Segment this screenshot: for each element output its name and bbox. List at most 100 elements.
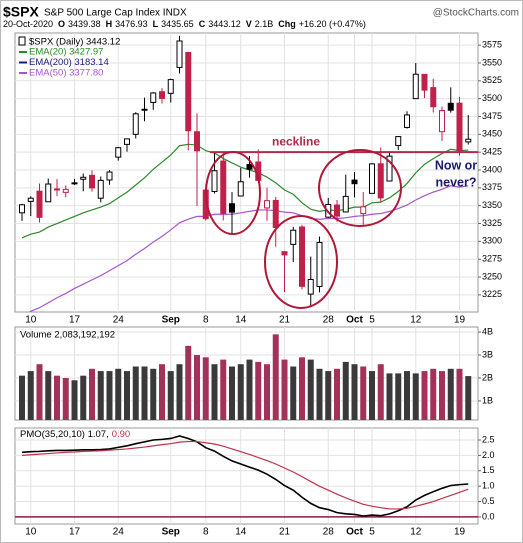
y-tick-label: 1B (482, 395, 493, 405)
candle-body (89, 174, 95, 189)
candle-body (237, 181, 244, 197)
candle-body (456, 102, 463, 152)
circle (205, 151, 261, 235)
y-tick-label: 3325 (482, 218, 502, 228)
y-tick-label: 3425 (482, 147, 502, 157)
candle-body (167, 79, 174, 94)
y-tick-label: 3250 (482, 271, 502, 281)
y-tick-label: 3375 (482, 182, 502, 192)
candle-body (360, 206, 367, 215)
x-tick-label: 12 (410, 315, 422, 326)
volume-bar (106, 371, 113, 420)
volume-bar (71, 380, 78, 420)
candle-body (159, 91, 165, 99)
volume-bar (272, 334, 279, 420)
quote-value: +16.20 (+0.47%) (299, 19, 366, 29)
y-tick-label: 3300 (482, 236, 502, 246)
candle-body (45, 183, 52, 203)
volume-bar (237, 364, 244, 420)
volume-bar (395, 373, 402, 420)
candle-body (316, 241, 323, 288)
candle-body (71, 182, 78, 185)
volume-bar (307, 359, 314, 420)
volume-bar (124, 371, 130, 420)
line (21, 435, 469, 517)
y-tick-label: 3275 (482, 254, 502, 264)
y-tick-label: 2.5 (482, 434, 495, 444)
neckline-label: neckline (272, 134, 320, 148)
volume-bar (62, 377, 69, 420)
volume-bar (202, 357, 209, 420)
symbol: $SPX (3, 4, 39, 20)
candle-body (211, 170, 218, 193)
volume-bar (325, 371, 332, 420)
date: 20-Oct-2020 (3, 19, 53, 29)
y-tick-label: 0.5 (482, 496, 495, 506)
candle-body (299, 226, 305, 287)
volume-bar (185, 345, 192, 420)
candle-body (220, 160, 227, 214)
volume-bar (255, 361, 262, 420)
candle-body (421, 73, 428, 91)
volume-bar (360, 366, 367, 420)
candle-body (377, 163, 384, 199)
x-tick-label: Sep (162, 527, 180, 538)
quote-value: 3476.93 (115, 19, 148, 29)
volume-bar (342, 361, 349, 420)
volume-bar (54, 375, 60, 420)
candle-body (439, 110, 445, 133)
candle-body (351, 179, 358, 185)
x-tick-label: 8 (203, 527, 209, 538)
candle-body (132, 113, 139, 135)
volume-bar (115, 368, 122, 420)
volume-bar (456, 368, 463, 420)
y-tick-label: 3400 (482, 164, 502, 174)
volume-layer: 1B 2B 3B 4B Volume 2,083,192,192 (15, 326, 493, 420)
y-tick-label: 3350 (482, 200, 502, 210)
legend-label: EMA(50) 3377.80 (29, 68, 103, 79)
y-tick-label: 3525 (482, 75, 502, 85)
x-tick-label: 14 (235, 527, 247, 538)
volume-bar (465, 376, 472, 420)
candle-body (430, 87, 437, 108)
pmo-layer: 0.0 0.5 1.0 1.5 2.0 2.5 10 17 24 Sep 8 14 21 28 Oct 5 12… (15, 428, 495, 538)
quote-label: O (58, 19, 65, 29)
candle-body (412, 73, 419, 100)
x-tick-label: 14 (235, 315, 247, 326)
candle-body (395, 136, 402, 147)
candle-body (272, 199, 279, 228)
candle-body (176, 40, 183, 68)
volume-bar (141, 366, 148, 420)
y-tick-label: 2B (482, 372, 493, 382)
legend-title: Volume 2,083,192,192 (20, 330, 115, 341)
quote-label: H (106, 19, 113, 29)
x-tick-label: 17 (69, 527, 81, 538)
candle-body (27, 197, 34, 202)
volume-bar (19, 375, 25, 420)
candle-body (264, 200, 270, 209)
y-tick-label: 4B (482, 326, 493, 336)
volume-bar (45, 371, 52, 420)
candle-body (404, 114, 410, 128)
volume-bar (80, 375, 87, 420)
candle-body (229, 203, 235, 213)
annotations (205, 149, 402, 309)
x-tick-label: 24 (113, 527, 125, 538)
volume-bar (89, 368, 95, 420)
legend-label: EMA(200) 3183.14 (29, 57, 109, 68)
quote-label: Chg (278, 19, 296, 29)
volume-bar (299, 357, 305, 420)
volume-bar (36, 364, 43, 420)
candle-body (97, 179, 104, 199)
x-tick-label: 12 (410, 527, 422, 538)
x-tick-label: 21 (279, 527, 291, 538)
y-tick-label: 3550 (482, 57, 502, 67)
y-tick-label: 3575 (482, 40, 502, 50)
candle-body (62, 188, 69, 193)
callout: never? (436, 175, 477, 189)
legend-label: PMO(35,20,10) 1.07, (20, 429, 109, 440)
candle-body (185, 51, 192, 132)
x-tick-label: 10 (25, 315, 37, 326)
volume-bar (404, 371, 410, 420)
volume-bar (412, 373, 419, 420)
